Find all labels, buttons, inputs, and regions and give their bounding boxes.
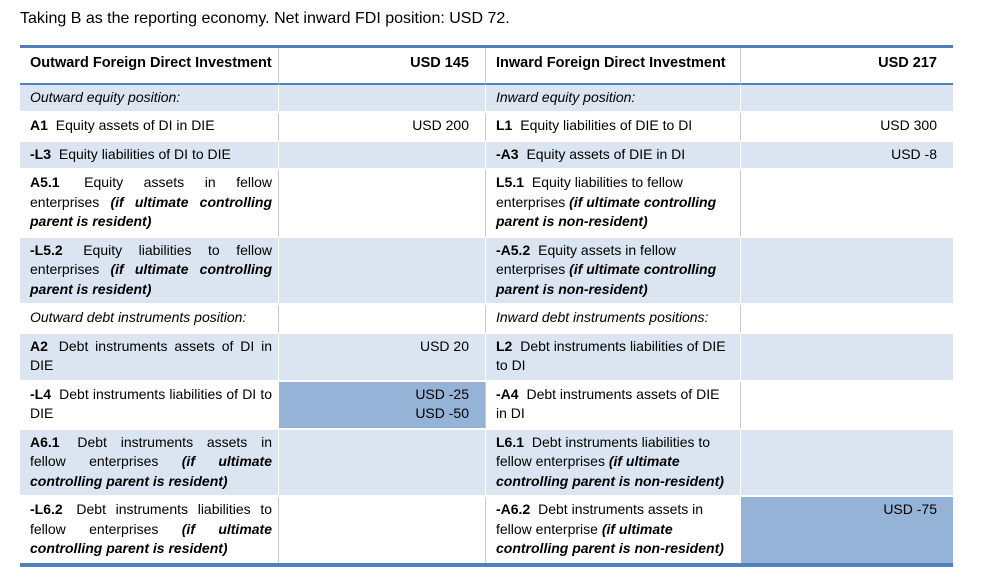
table-row-L5.2: -L5.2 Equity liabilities to fellow enter… bbox=[20, 237, 953, 305]
table-row-A6.1: A6.1 Debt instruments assets in fellow e… bbox=[20, 429, 953, 497]
item-note: (if ultimate controlling parent is non-r… bbox=[496, 453, 724, 489]
header-inward-fdi-total: USD 217 bbox=[740, 48, 953, 85]
table-row-A5.1: A5.1 Equity assets in fellow enterprises… bbox=[20, 170, 953, 238]
item-value-A3: USD -8 bbox=[740, 141, 953, 170]
item-code: -L4 bbox=[30, 385, 51, 402]
item-label-A3: -A3 Equity assets of DIE in DI bbox=[485, 141, 740, 170]
item-label-A2: A2 Debt instruments assets of DI in DIE bbox=[20, 333, 278, 382]
item-value-L5.2 bbox=[278, 237, 485, 305]
item-note: (if ultimate controlling parent is non-r… bbox=[496, 193, 717, 230]
item-note: (if ultimate controlling parent is non-r… bbox=[496, 261, 717, 297]
item-code: -A3 bbox=[496, 145, 519, 162]
section-label-right: Inward equity position: bbox=[485, 84, 740, 113]
item-value-L3 bbox=[278, 141, 485, 170]
item-code: -A6.2 bbox=[496, 501, 531, 517]
table-row-L3: -L3 Equity liabilities of DI to DIE -A3 E… bbox=[20, 141, 953, 170]
item-code: -A4 bbox=[496, 385, 519, 402]
item-code: L2 bbox=[496, 337, 513, 354]
table-row-L4: -L4 Debt instruments liabilities of DI t… bbox=[20, 381, 953, 430]
table-header-row: Outward Foreign Direct Investment USD 14… bbox=[20, 48, 953, 85]
table-row-A2: A2 Debt instruments assets of DI in DIE U… bbox=[20, 333, 953, 382]
table-row-section-0: Outward equity position: Inward equity po… bbox=[20, 84, 953, 113]
item-note: (if ultimate controlling parent is non-r… bbox=[496, 520, 724, 557]
item-code: -L3 bbox=[30, 145, 51, 162]
section-label-left: Outward equity position: bbox=[20, 84, 278, 113]
section-value-left bbox=[278, 305, 485, 334]
table-row-L6.2: -L6.2 Debt instruments liabilities to fe… bbox=[20, 497, 953, 563]
item-value-A6.1 bbox=[278, 429, 485, 497]
section-value-right bbox=[740, 84, 953, 113]
item-label-A5.2: -A5.2 Equity assets in fellow enterprise… bbox=[485, 237, 740, 305]
item-value-L2 bbox=[740, 333, 953, 382]
item-code: A1 bbox=[30, 117, 48, 133]
item-label-L5.2: -L5.2 Equity liabilities to fellow enter… bbox=[20, 237, 278, 305]
item-value-A5.1 bbox=[278, 170, 485, 238]
header-outward-fdi-label: Outward Foreign Direct Investment bbox=[20, 48, 278, 85]
item-note: (if ultimate controlling parent is resid… bbox=[30, 453, 273, 489]
item-value-L6.2 bbox=[278, 497, 485, 563]
item-label-L6.2: -L6.2 Debt instruments liabilities to fe… bbox=[30, 501, 273, 557]
item-code: -A5.2 bbox=[496, 241, 531, 258]
section-value-right bbox=[740, 305, 953, 334]
item-label-A1: A1 Equity assets of DI in DIE bbox=[20, 113, 278, 142]
item-note: (if ultimate controlling parent is resid… bbox=[30, 261, 272, 297]
item-note: (if ultimate controlling parent is resid… bbox=[30, 193, 272, 230]
item-label-L3: -L3 Equity liabilities of DI to DIE bbox=[20, 141, 278, 170]
header-outward-fdi-total: USD 145 bbox=[278, 48, 485, 85]
fdi-position-table: Outward Foreign Direct Investment USD 14… bbox=[20, 45, 953, 567]
item-value-A6.2: USD -75 bbox=[740, 497, 953, 563]
item-code: A6.1 bbox=[30, 433, 60, 450]
item-code: L1 bbox=[496, 117, 513, 133]
item-code: L5.1 bbox=[496, 174, 525, 190]
item-label-L5.1: L5.1 Equity liabilities to fellow enterp… bbox=[485, 170, 740, 238]
item-value-A2: USD 20 bbox=[278, 333, 485, 382]
item-code: L6.1 bbox=[496, 433, 525, 450]
item-label-L1: L1 Equity liabilities of DIE to DI bbox=[485, 113, 740, 142]
section-label-left: Outward debt instruments position: bbox=[20, 305, 278, 334]
item-value-A1: USD 200 bbox=[278, 113, 485, 142]
item-label-L2: L2 Debt instruments liabilities of DIE t… bbox=[485, 333, 740, 382]
table-row-section-5: Outward debt instruments position: Inward… bbox=[20, 305, 953, 334]
item-code: -L6.2 bbox=[30, 501, 63, 517]
header-inward-fdi-label: Inward Foreign Direct Investment bbox=[485, 48, 740, 85]
item-value-L6.1 bbox=[740, 429, 953, 497]
item-code: A2 bbox=[30, 337, 48, 354]
item-label-A5.1: A5.1 Equity assets in fellow enterprises… bbox=[20, 170, 278, 238]
item-value-A4 bbox=[740, 381, 953, 430]
section-value-left bbox=[278, 84, 485, 113]
item-code: -L5.2 bbox=[30, 241, 63, 258]
item-value-L5.1 bbox=[740, 170, 953, 238]
table-row-A1: A1 Equity assets of DI in DIE USD 200 L1 E… bbox=[20, 113, 953, 142]
page-title: Taking B as the reporting economy. Net i… bbox=[20, 10, 510, 27]
item-value-L1: USD 300 bbox=[740, 113, 953, 142]
item-label-L6.1: L6.1 Debt instruments liabilities to fel… bbox=[485, 429, 740, 497]
item-value-A5.2 bbox=[740, 237, 953, 305]
item-note: (if ultimate controlling parent is resid… bbox=[30, 520, 273, 557]
item-code: A5.1 bbox=[30, 174, 60, 190]
item-label-A6.2: -A6.2 Debt instruments assets in fellow … bbox=[485, 497, 740, 563]
item-value-L4: USD -25 USD -50 bbox=[278, 381, 485, 430]
item-label-A4: -A4 Debt instruments assets of DIE in DI bbox=[485, 381, 740, 430]
item-label-L4: -L4 Debt instruments liabilities of DI t… bbox=[20, 382, 278, 430]
section-label-right: Inward debt instruments positions: bbox=[485, 305, 740, 334]
table-body: Outward equity position: Inward equity po… bbox=[20, 84, 953, 563]
item-label-A6.1: A6.1 Debt instruments assets in fellow e… bbox=[20, 429, 278, 497]
